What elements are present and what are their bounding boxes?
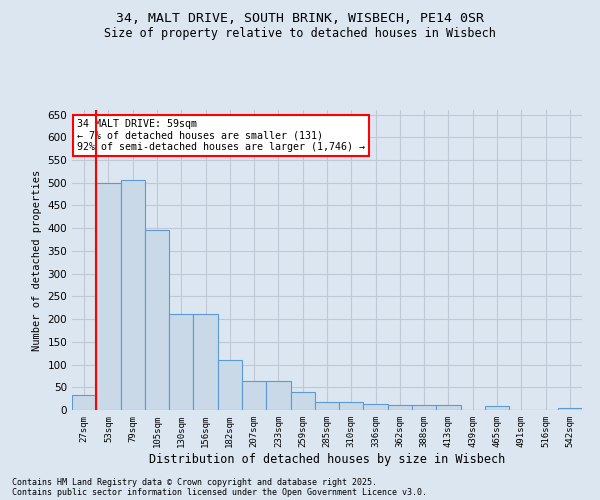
Text: 34, MALT DRIVE, SOUTH BRINK, WISBECH, PE14 0SR: 34, MALT DRIVE, SOUTH BRINK, WISBECH, PE… [116,12,484,26]
Text: 34 MALT DRIVE: 59sqm
← 7% of detached houses are smaller (131)
92% of semi-detac: 34 MALT DRIVE: 59sqm ← 7% of detached ho… [77,119,365,152]
Bar [266,382,290,410]
Bar [145,230,169,410]
Bar [339,402,364,410]
Bar [169,314,193,410]
Y-axis label: Number of detached properties: Number of detached properties [32,170,42,350]
X-axis label: Distribution of detached houses by size in Wisbech: Distribution of detached houses by size … [149,452,505,466]
Bar [412,406,436,410]
Bar [290,392,315,410]
Text: Contains public sector information licensed under the Open Government Licence v3: Contains public sector information licen… [12,488,427,497]
Bar [242,382,266,410]
Bar [121,180,145,410]
Bar [558,408,582,410]
Bar [315,402,339,410]
Bar [193,314,218,410]
Bar [436,406,461,410]
Bar [96,182,121,410]
Bar [388,406,412,410]
Bar [72,396,96,410]
Bar [485,406,509,410]
Text: Contains HM Land Registry data © Crown copyright and database right 2025.: Contains HM Land Registry data © Crown c… [12,478,377,487]
Bar [218,360,242,410]
Text: Size of property relative to detached houses in Wisbech: Size of property relative to detached ho… [104,28,496,40]
Bar [364,404,388,410]
